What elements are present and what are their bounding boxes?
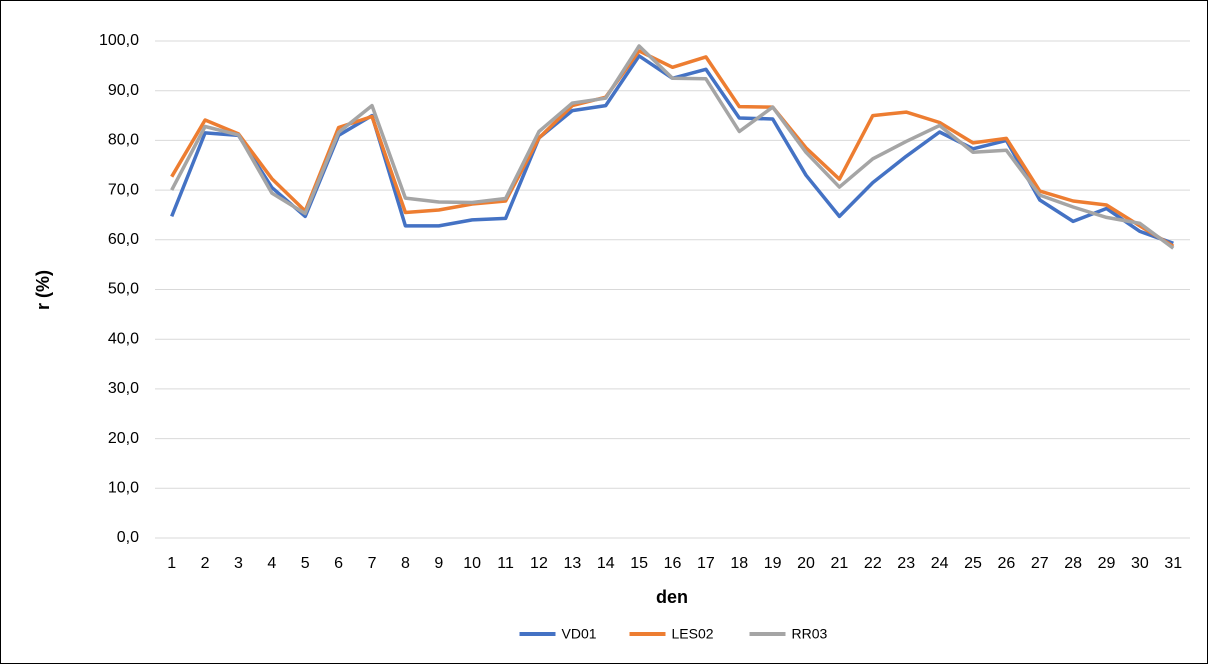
x-tick-label: 19 [764, 555, 782, 572]
x-tick-label: 14 [597, 555, 615, 572]
x-tick-label: 28 [1064, 555, 1082, 572]
y-tick-label: 50,0 [108, 281, 139, 298]
x-tick-label: 6 [334, 555, 343, 572]
x-tick-label: 18 [730, 555, 748, 572]
x-tick-label: 15 [630, 555, 648, 572]
y-axis-title: r (%) [33, 270, 53, 310]
x-tick-label: 4 [267, 555, 276, 572]
x-tick-label: 10 [463, 555, 481, 572]
x-tick-label: 8 [401, 555, 410, 572]
x-tick-label: 3 [234, 555, 243, 572]
x-tick-label: 31 [1164, 555, 1182, 572]
series-line [170, 44, 1175, 250]
y-tick-label: 30,0 [108, 380, 139, 397]
x-tick-label: 13 [563, 555, 581, 572]
series-line [170, 49, 1175, 248]
y-tick-label: 100,0 [99, 32, 139, 49]
x-axis-title: den [656, 587, 688, 607]
x-tick-label: 27 [1031, 555, 1049, 572]
x-tick-label: 25 [964, 555, 982, 572]
y-tick-label: 10,0 [108, 480, 139, 497]
x-tick-label: 22 [864, 555, 882, 572]
x-tick-label: 11 [497, 555, 514, 572]
x-tick-label: 1 [167, 555, 176, 572]
x-tick-label: 24 [931, 555, 949, 572]
x-tick-label: 9 [434, 555, 443, 572]
x-tick-label: 7 [368, 555, 377, 572]
x-tick-label: 5 [301, 555, 310, 572]
legend-label: VD01 [562, 626, 597, 642]
legend-label: LES02 [672, 626, 714, 642]
x-tick-label: 26 [997, 555, 1015, 572]
x-tick-label: 17 [697, 555, 715, 572]
x-tick-label: 12 [530, 555, 548, 572]
x-tick-label: 2 [201, 555, 210, 572]
y-tick-label: 0,0 [117, 529, 139, 546]
x-tick-label: 23 [897, 555, 915, 572]
y-tick-label: 60,0 [108, 231, 139, 248]
y-tick-label: 70,0 [108, 181, 139, 198]
y-tick-label: 80,0 [108, 132, 139, 149]
x-tick-label: 29 [1098, 555, 1116, 572]
x-tick-label: 21 [831, 555, 849, 572]
x-tick-label: 30 [1131, 555, 1149, 572]
y-tick-label: 90,0 [108, 82, 139, 99]
x-tick-label: 16 [664, 555, 682, 572]
y-tick-label: 20,0 [108, 430, 139, 447]
legend-label: RR03 [792, 626, 828, 642]
x-tick-label: 20 [797, 555, 815, 572]
y-tick-label: 40,0 [108, 330, 139, 347]
